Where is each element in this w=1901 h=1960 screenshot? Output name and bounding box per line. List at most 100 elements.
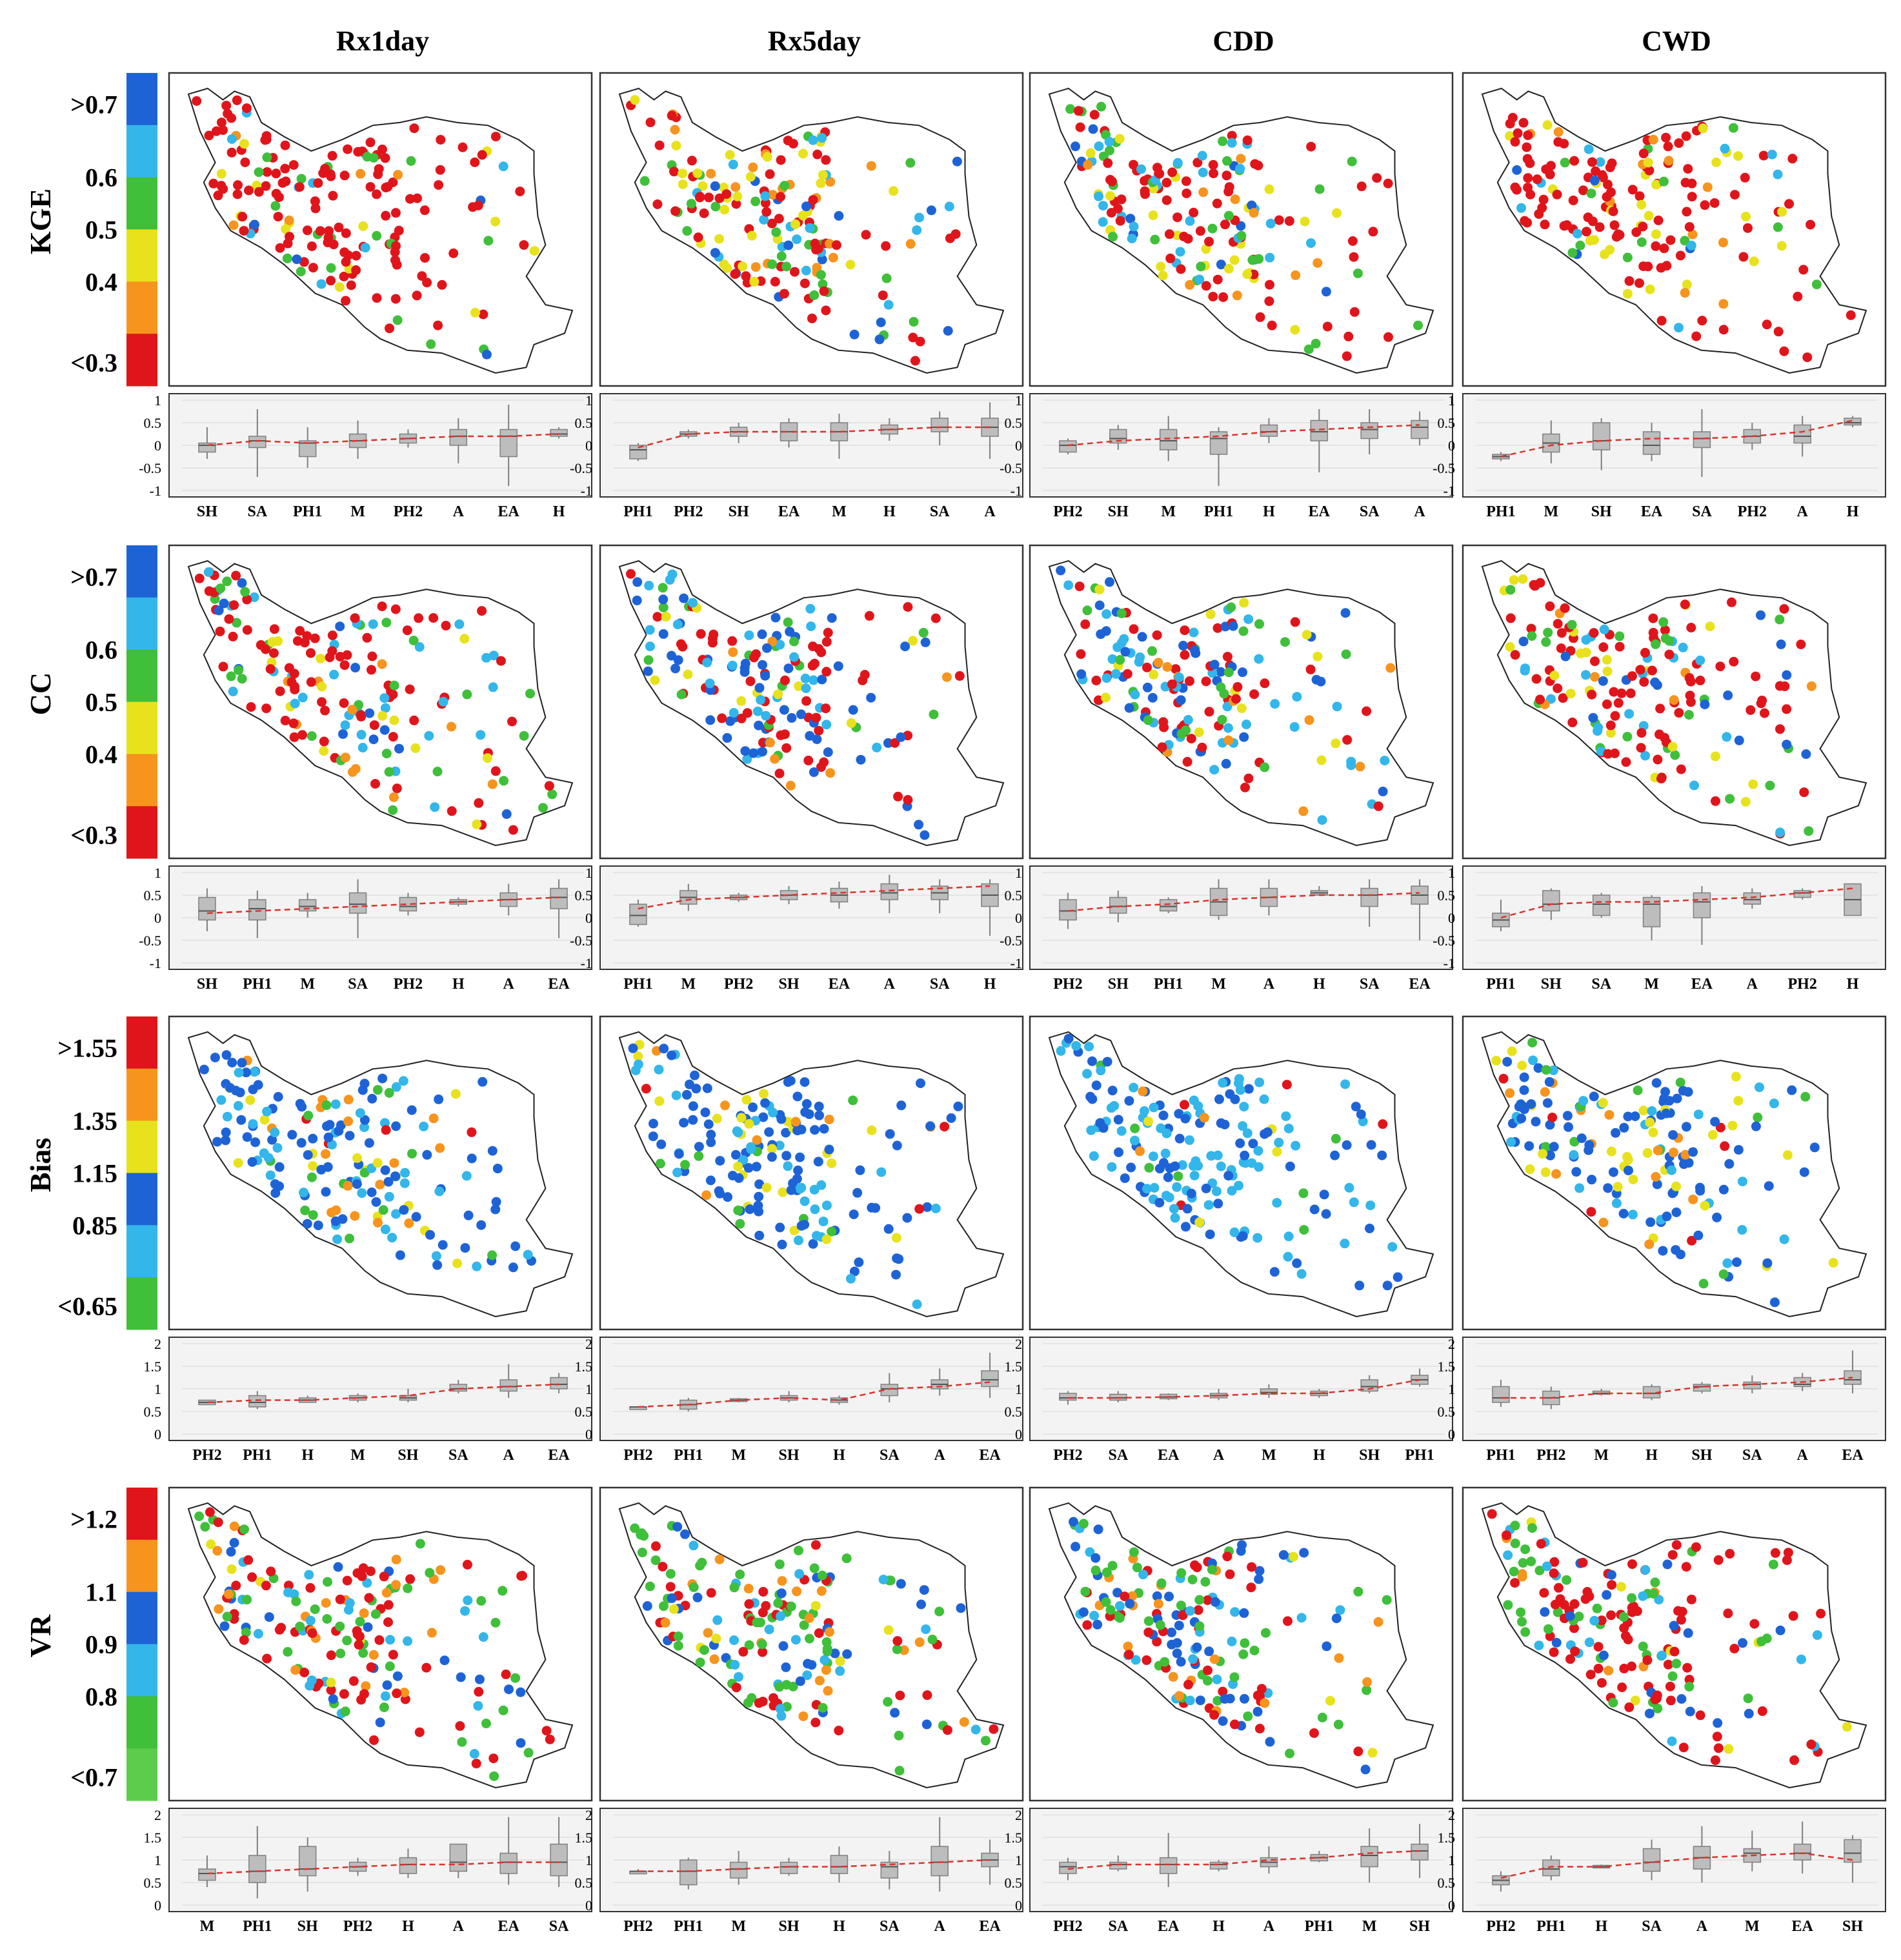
station-dot	[362, 152, 372, 162]
station-dot	[735, 1218, 745, 1229]
station-dot	[902, 1213, 912, 1223]
station-dot	[1687, 229, 1698, 239]
station-dot	[450, 1089, 461, 1099]
y-tick-label: -0.5	[570, 933, 592, 949]
station-dot	[1549, 1142, 1559, 1152]
station-dot	[463, 1210, 474, 1220]
station-dot	[1283, 1616, 1292, 1626]
station-dot	[872, 742, 882, 753]
category-label: H	[402, 1918, 414, 1935]
station-dot	[1775, 1625, 1785, 1635]
legend-label: 0.85	[72, 1211, 117, 1240]
station-dot	[1675, 250, 1685, 261]
station-dot	[814, 644, 824, 654]
station-dot	[1684, 1681, 1695, 1692]
station-dot	[1676, 764, 1686, 774]
category-label: PH2	[623, 1447, 652, 1464]
station-dot	[335, 1594, 345, 1604]
station-dot	[1212, 1695, 1223, 1706]
station-dot	[867, 1125, 877, 1135]
station-dot	[856, 754, 866, 765]
station-dot	[339, 1689, 349, 1699]
station-dot	[410, 743, 421, 753]
station-dot	[428, 1113, 439, 1124]
station-dot	[1325, 1695, 1335, 1706]
category-label: A	[1797, 503, 1809, 520]
station-dot	[644, 580, 654, 591]
station-dot	[626, 569, 636, 579]
station-dot	[678, 179, 688, 190]
category-label: PH2	[1788, 976, 1817, 993]
station-dot	[1105, 145, 1114, 156]
y-tick-label: 1	[585, 392, 592, 409]
box	[1159, 1857, 1178, 1874]
station-dot	[516, 1738, 526, 1748]
station-dot	[1129, 221, 1139, 232]
country-outline	[187, 560, 574, 847]
station-dot	[372, 1158, 383, 1168]
station-dot	[946, 1113, 956, 1123]
station-dot	[783, 1161, 793, 1171]
boxplot-panel: 21.510.50M PH1 SH PH2 H A EA SA	[144, 1807, 592, 1935]
station-dot	[870, 1203, 881, 1213]
station-dot	[1710, 751, 1720, 762]
station-dot	[347, 705, 357, 715]
station-dot	[905, 157, 916, 168]
station-dot	[439, 1655, 450, 1666]
station-dot	[1724, 1158, 1735, 1169]
station-dot	[1124, 703, 1134, 713]
station-dot	[1574, 1183, 1585, 1193]
station-dot	[216, 168, 226, 179]
station-dot	[1614, 631, 1625, 642]
station-dot	[1636, 237, 1647, 247]
station-dot	[1638, 1641, 1648, 1652]
category-label: M	[731, 1447, 746, 1464]
legend-swatch	[126, 1277, 157, 1330]
station-dot	[1143, 715, 1153, 725]
station-dot	[1335, 1605, 1345, 1615]
station-dot	[654, 140, 665, 150]
station-dot	[1614, 642, 1625, 652]
station-dot	[339, 247, 350, 258]
y-tick-label: 1	[154, 865, 161, 881]
station-dot	[659, 1601, 669, 1611]
station-dot	[508, 825, 518, 835]
station-dot	[1753, 1112, 1763, 1122]
station-dot	[1231, 694, 1241, 704]
category-label: SA	[1108, 1447, 1128, 1464]
station-dot	[310, 633, 320, 643]
station-dot	[1749, 256, 1759, 267]
station-dot	[674, 1149, 684, 1159]
station-dot	[690, 1070, 699, 1080]
station-dot	[1127, 234, 1137, 244]
station-dot	[914, 820, 924, 830]
station-dot	[381, 1125, 391, 1135]
station-dot	[297, 1102, 307, 1112]
station-dot	[1667, 1550, 1678, 1560]
legend-label: <0.3	[70, 821, 117, 850]
category-label: H	[1313, 976, 1325, 993]
category-label: EA	[1842, 1447, 1864, 1464]
station-dot	[1238, 667, 1247, 678]
station-dot	[1197, 150, 1207, 161]
station-dot	[628, 1043, 638, 1053]
station-dot	[892, 1140, 902, 1151]
station-dot	[247, 1572, 257, 1582]
station-dot	[699, 208, 709, 218]
station-dot	[846, 1273, 856, 1284]
station-dot	[1194, 1621, 1205, 1632]
station-dot	[1115, 216, 1125, 226]
station-dot	[1107, 1086, 1118, 1096]
station-dot	[1596, 1615, 1607, 1626]
station-dot	[908, 332, 918, 343]
station-dot	[274, 1162, 285, 1172]
station-dot	[1559, 139, 1569, 149]
station-dot	[1514, 1102, 1524, 1112]
station-dot	[796, 709, 806, 720]
station-dot	[768, 1107, 778, 1118]
station-dot	[1523, 173, 1533, 183]
station-dot	[790, 219, 801, 229]
station-dot	[234, 665, 244, 675]
station-dot	[727, 636, 738, 646]
station-dot	[390, 604, 401, 614]
